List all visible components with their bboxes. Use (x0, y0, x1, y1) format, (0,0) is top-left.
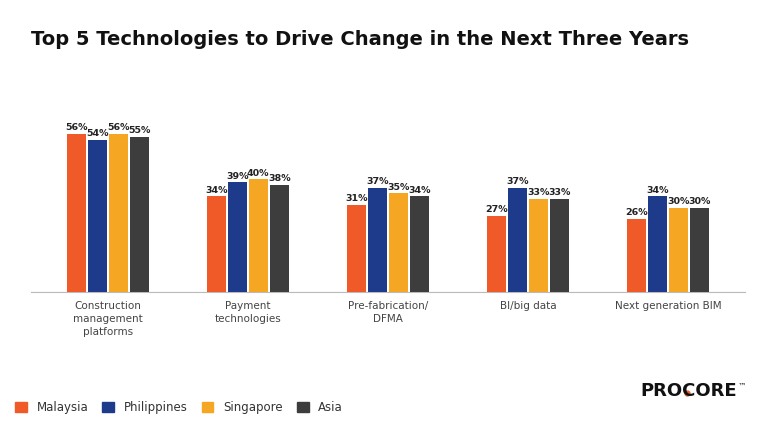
Bar (550, 199, 569, 292)
Bar (270, 185, 289, 292)
Text: 30%: 30% (667, 197, 690, 206)
Bar (249, 179, 268, 292)
Text: 38%: 38% (268, 174, 290, 183)
Text: 37%: 37% (366, 177, 389, 186)
Bar (108, 134, 128, 292)
Text: 54%: 54% (86, 129, 108, 138)
Bar (508, 188, 527, 292)
Bar (627, 219, 646, 292)
Legend: Malaysia, Philippines, Singapore, Asia: Malaysia, Philippines, Singapore, Asia (15, 401, 343, 414)
Text: 37%: 37% (506, 177, 528, 186)
Text: 56%: 56% (107, 123, 130, 132)
Text: 55%: 55% (128, 126, 151, 135)
Bar (669, 208, 688, 292)
Bar (227, 182, 247, 292)
Text: 33%: 33% (527, 188, 550, 197)
Bar (487, 216, 506, 292)
Bar (67, 134, 86, 292)
Bar (88, 140, 107, 292)
Text: PROCORE: PROCORE (641, 382, 737, 400)
Text: 39%: 39% (226, 172, 249, 181)
Text: 40%: 40% (247, 169, 270, 178)
Bar (368, 188, 387, 292)
Bar (389, 194, 408, 292)
Text: 26%: 26% (625, 208, 647, 217)
Text: Top 5 Technologies to Drive Change in the Next Three Years: Top 5 Technologies to Drive Change in th… (31, 30, 689, 49)
Bar (528, 199, 548, 292)
Text: 27%: 27% (485, 206, 508, 215)
Text: 34%: 34% (205, 186, 227, 195)
Bar (207, 197, 226, 292)
Text: 35%: 35% (387, 183, 409, 192)
Text: 34%: 34% (408, 186, 431, 195)
Bar (690, 208, 709, 292)
Text: 33%: 33% (548, 188, 571, 197)
Text: 34%: 34% (646, 186, 669, 195)
Text: 31%: 31% (345, 194, 368, 203)
Bar (130, 137, 149, 292)
Text: 56%: 56% (65, 123, 88, 132)
Bar (647, 197, 667, 292)
Bar (409, 197, 429, 292)
Text: ™: ™ (738, 382, 746, 391)
Text: 30%: 30% (688, 197, 710, 206)
Bar (346, 205, 366, 292)
